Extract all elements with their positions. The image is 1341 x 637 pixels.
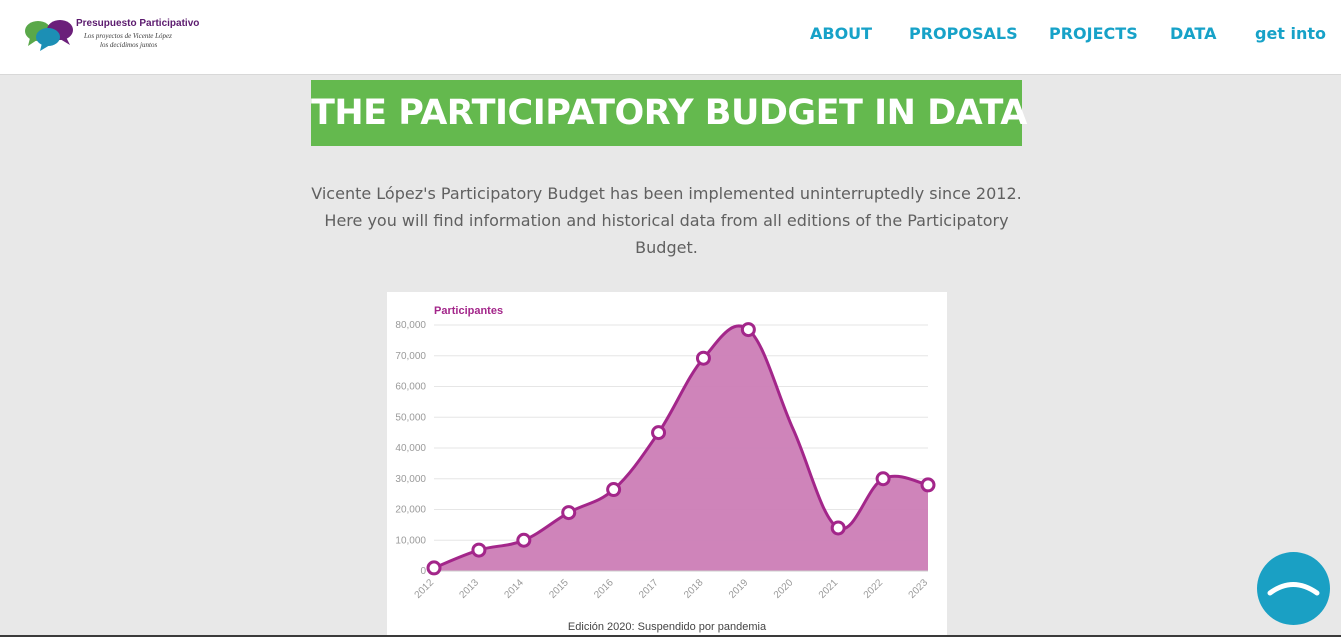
chevron-up-icon (1267, 582, 1320, 596)
data-point (695, 350, 711, 366)
data-point (561, 505, 577, 521)
x-tick-label: 2012 (413, 577, 437, 601)
y-tick-label: 50,000 (395, 412, 426, 423)
x-tick-label: 2023 (907, 577, 931, 601)
series-label: Participantes (434, 305, 503, 317)
x-tick-label: 2018 (682, 577, 706, 601)
data-point (740, 322, 756, 338)
y-tick-label: 30,000 (395, 474, 426, 485)
y-tick-label: 70,000 (395, 351, 426, 362)
y-tick-label: 0 (420, 566, 426, 577)
chart-footnote: Edición 2020: Suspendido por pandemia (568, 621, 767, 633)
x-tick-label: 2015 (547, 577, 571, 601)
data-point (606, 482, 622, 498)
speech-bubbles-icon (25, 20, 73, 51)
logo-title: Presupuesto Participativo (76, 18, 200, 29)
bottom-divider (0, 635, 1341, 637)
series-area (434, 325, 928, 571)
nav-data[interactable]: DATA (1170, 24, 1217, 43)
scroll-to-top-button[interactable] (1257, 552, 1330, 625)
top-navigation-bar: Presupuesto Participativo Los proyectos … (0, 0, 1341, 75)
y-tick-label: 60,000 (395, 382, 426, 393)
participants-chart: 0 10,000 20,000 30,000 40,000 50,000 60,000 70,… (387, 292, 947, 637)
chart-svg: 0 10,000 20,000 30,000 40,000 50,000 60,000 70,… (395, 305, 936, 633)
nav-about[interactable]: ABOUT (810, 24, 873, 43)
data-point (875, 471, 891, 487)
data-point (920, 477, 936, 493)
nav-get-into[interactable]: get into (1255, 24, 1327, 43)
nav-proposals[interactable]: PROPOSALS (909, 24, 1018, 43)
x-tick-label: 2016 (592, 577, 616, 601)
data-point (471, 542, 487, 558)
y-tick-label: 20,000 (395, 505, 426, 516)
x-tick-label: 2022 (862, 577, 886, 601)
site-logo[interactable]: Presupuesto Participativo Los proyectos … (24, 18, 199, 54)
nav-projects[interactable]: PROJECTS (1049, 24, 1138, 43)
data-point (651, 425, 667, 441)
data-point (426, 560, 442, 576)
y-tick-label: 10,000 (395, 535, 426, 546)
logo-subtitle-line2: los decidimos juntos (100, 41, 158, 49)
x-tick-label: 2020 (772, 577, 796, 601)
intro-line: Here you will find information and histo… (324, 211, 1009, 230)
x-tick-label: 2013 (458, 577, 482, 601)
page-title: THE PARTICIPATORY BUDGET IN DATA (311, 80, 1027, 146)
y-tick-label: 40,000 (395, 443, 426, 454)
intro-line: Vicente López's Participatory Budget has… (311, 184, 1022, 203)
logo-subtitle-line1: Los proyectos de Vicente López (84, 32, 172, 40)
y-tick-label: 80,000 (395, 320, 426, 331)
x-tick-label: 2017 (637, 577, 661, 601)
x-tick-label: 2021 (817, 577, 841, 601)
data-point (516, 532, 532, 548)
intro-line: Budget. (635, 238, 698, 257)
data-point (830, 520, 846, 536)
intro-text: Vicente López's Participatory Budget has… (300, 180, 1033, 261)
x-tick-label: 2014 (502, 577, 526, 601)
x-tick-label: 2019 (727, 577, 751, 601)
